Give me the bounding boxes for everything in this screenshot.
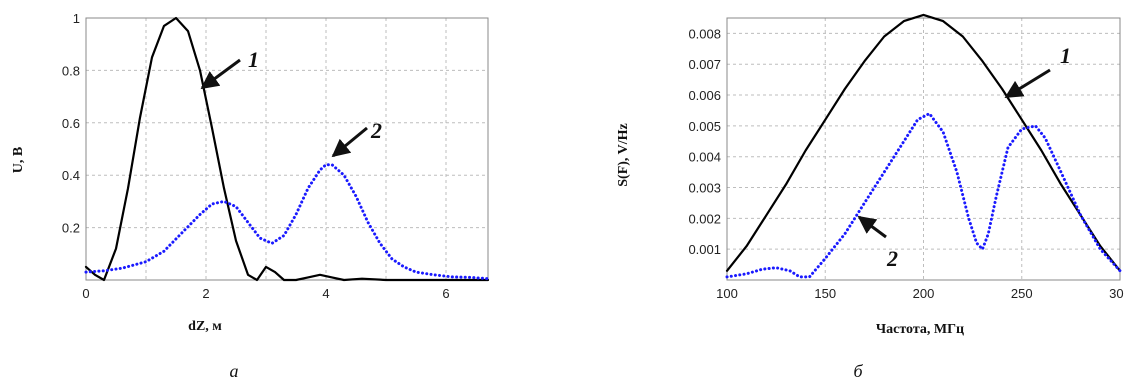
plot-frame-b <box>726 17 1121 281</box>
y-tick-label: 0.001 <box>688 242 721 257</box>
y-axis-label-a: U, B <box>11 147 26 173</box>
x-axis-label-b: Частота, МГц <box>876 322 964 337</box>
x-tick-label: 300 <box>1109 286 1124 301</box>
tick-labels-b: 100 150 200 250 300 0.001 0.002 0.003 0.004 0.005… <box>688 26 1124 301</box>
curve-1-label-a: 1 <box>248 47 259 72</box>
y-tick-label: 0.8 <box>62 63 80 78</box>
x-tick-label: 4 <box>322 286 329 301</box>
series-line-1 <box>725 13 1122 272</box>
curve-1-arrow-a <box>200 58 241 90</box>
y-tick-label: 0.4 <box>62 168 80 183</box>
x-tick-label: 0 <box>82 286 89 301</box>
y-tick-label: 0.6 <box>62 116 80 131</box>
x-tick-label: 2 <box>202 286 209 301</box>
curve-2-label-b: 2 <box>886 246 898 271</box>
y-tick-label: 0.006 <box>688 88 721 103</box>
y-tick-label: 0.002 <box>688 211 721 226</box>
series-line-1 <box>84 16 490 282</box>
curve-2-label-a: 2 <box>370 118 382 143</box>
y-tick-label: 0.005 <box>688 119 721 134</box>
x-tick-label: 100 <box>716 286 738 301</box>
y-tick-label: 0.008 <box>688 26 721 41</box>
curve-1-arrow-b <box>1004 68 1051 99</box>
tick-labels-a: 0 2 4 6 0.2 0.4 0.6 0.8 1 <box>62 11 450 301</box>
y-axis-label-b: S(F), V/Hz <box>616 123 631 187</box>
chart-panel-a: 0 2 4 6 0.2 0.4 0.6 0.8 1 dZ, м U, B а 1 2 <box>11 11 490 380</box>
x-tick-label: 250 <box>1011 286 1033 301</box>
curve-1-label-b: 1 <box>1060 43 1071 68</box>
grid-lines-a <box>85 17 488 280</box>
y-tick-label: 0.007 <box>688 57 721 72</box>
chart-panel-b: 100 150 200 250 300 0.001 0.002 0.003 0.004 0.005… <box>616 13 1124 380</box>
series-line-2 <box>84 163 490 281</box>
panel-label-a: а <box>230 361 239 380</box>
x-tick-label: 200 <box>913 286 935 301</box>
series-line-2 <box>725 112 1122 279</box>
x-tick-label: 6 <box>442 286 449 301</box>
panel-label-b: б <box>853 361 863 380</box>
curve-2-arrow-a <box>331 126 368 158</box>
x-tick-label: 150 <box>814 286 836 301</box>
series-group-b <box>725 13 1122 279</box>
y-tick-label: 0.003 <box>688 181 721 196</box>
series-group-a <box>84 16 490 282</box>
y-tick-label: 0.004 <box>688 150 721 165</box>
y-tick-label: 0.2 <box>62 221 80 236</box>
x-axis-label-a: dZ, м <box>188 319 222 334</box>
y-tick-label: 1 <box>73 11 80 26</box>
curve-2-arrow-b <box>857 215 887 239</box>
